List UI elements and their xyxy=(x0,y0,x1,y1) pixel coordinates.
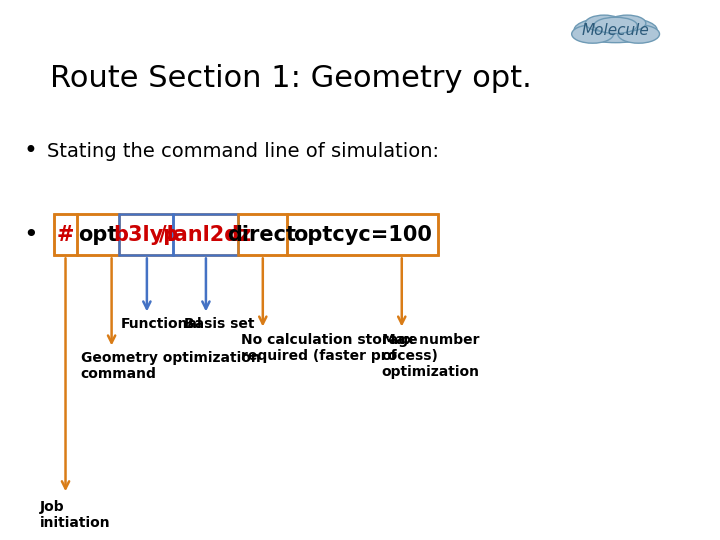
Ellipse shape xyxy=(608,15,646,31)
Text: Stating the command line of simulation:: Stating the command line of simulation: xyxy=(47,141,438,161)
Text: Functional: Functional xyxy=(121,317,202,331)
Ellipse shape xyxy=(575,17,657,43)
Text: Molecule: Molecule xyxy=(582,23,649,38)
Text: No calculation storage
required (faster process): No calculation storage required (faster … xyxy=(241,333,438,363)
Text: direct: direct xyxy=(228,225,297,245)
Text: opt: opt xyxy=(78,225,117,245)
Text: •: • xyxy=(23,223,37,247)
Text: Geometry optimization
command: Geometry optimization command xyxy=(81,351,261,381)
Text: /lanl2dz: /lanl2dz xyxy=(159,225,251,245)
Ellipse shape xyxy=(585,15,623,31)
Text: Basis set: Basis set xyxy=(184,317,254,331)
Text: Job
initiation: Job initiation xyxy=(40,500,110,530)
Text: Max number
of
optimization: Max number of optimization xyxy=(382,333,480,379)
Ellipse shape xyxy=(594,17,637,33)
Text: b3lyp: b3lyp xyxy=(113,225,179,245)
Ellipse shape xyxy=(572,25,613,43)
Text: Route Section 1: Geometry opt.: Route Section 1: Geometry opt. xyxy=(50,64,532,93)
Ellipse shape xyxy=(618,25,660,43)
Text: optcyc=100: optcyc=100 xyxy=(293,225,431,245)
Text: •: • xyxy=(23,139,37,163)
Text: #: # xyxy=(57,225,74,245)
